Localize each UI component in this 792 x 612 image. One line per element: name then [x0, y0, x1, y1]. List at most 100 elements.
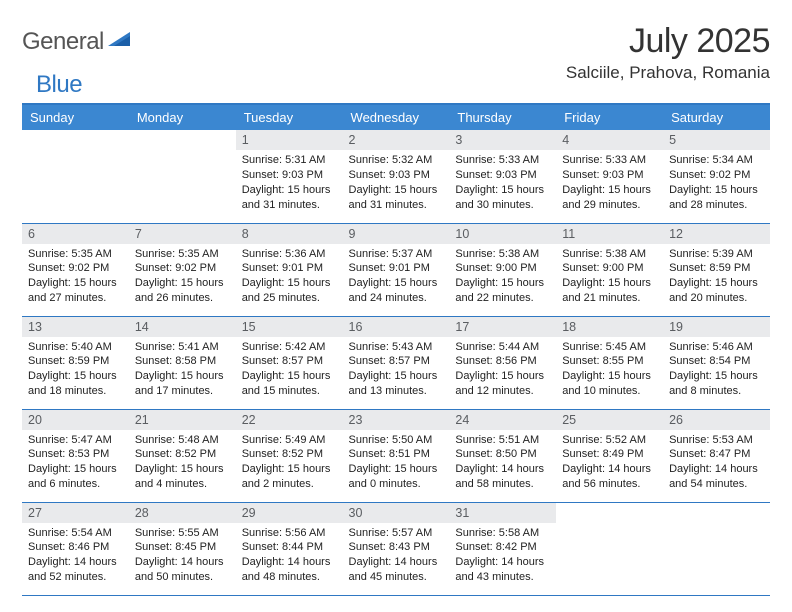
day-details: Sunrise: 5:54 AMSunset: 8:46 PMDaylight:… — [22, 523, 129, 589]
sunset-line: Sunset: 9:01 PM — [242, 261, 337, 276]
calendar-cell: 2Sunrise: 5:32 AMSunset: 9:03 PMDaylight… — [343, 130, 450, 223]
day-details: Sunrise: 5:35 AMSunset: 9:02 PMDaylight:… — [129, 244, 236, 310]
day-details: Sunrise: 5:57 AMSunset: 8:43 PMDaylight:… — [343, 523, 450, 589]
daylight-line: Daylight: 15 hours and 8 minutes. — [669, 369, 764, 399]
daylight-line: Daylight: 15 hours and 21 minutes. — [562, 276, 657, 306]
day-number: 1 — [236, 130, 343, 150]
calendar-cell: 28Sunrise: 5:55 AMSunset: 8:45 PMDayligh… — [129, 502, 236, 595]
calendar-row: 6Sunrise: 5:35 AMSunset: 9:02 PMDaylight… — [22, 223, 770, 316]
day-details: Sunrise: 5:46 AMSunset: 8:54 PMDaylight:… — [663, 337, 770, 403]
calendar-cell: 22Sunrise: 5:49 AMSunset: 8:52 PMDayligh… — [236, 409, 343, 502]
daylight-line: Daylight: 15 hours and 26 minutes. — [135, 276, 230, 306]
daylight-line: Daylight: 15 hours and 18 minutes. — [28, 369, 123, 399]
day-details: Sunrise: 5:42 AMSunset: 8:57 PMDaylight:… — [236, 337, 343, 403]
daylight-line: Daylight: 14 hours and 52 minutes. — [28, 555, 123, 585]
sunset-line: Sunset: 8:44 PM — [242, 540, 337, 555]
sunrise-line: Sunrise: 5:38 AM — [455, 247, 550, 262]
daylight-line: Daylight: 15 hours and 0 minutes. — [349, 462, 444, 492]
day-number: 12 — [663, 224, 770, 244]
calendar-cell: 23Sunrise: 5:50 AMSunset: 8:51 PMDayligh… — [343, 409, 450, 502]
calendar-table: Sunday Monday Tuesday Wednesday Thursday… — [22, 105, 770, 596]
weekday-header: Sunday — [22, 105, 129, 130]
day-details: Sunrise: 5:33 AMSunset: 9:03 PMDaylight:… — [556, 150, 663, 216]
daylight-line: Daylight: 14 hours and 58 minutes. — [455, 462, 550, 492]
sunset-line: Sunset: 8:55 PM — [562, 354, 657, 369]
day-number: 20 — [22, 410, 129, 430]
day-number: 2 — [343, 130, 450, 150]
day-details: Sunrise: 5:40 AMSunset: 8:59 PMDaylight:… — [22, 337, 129, 403]
day-details: Sunrise: 5:37 AMSunset: 9:01 PMDaylight:… — [343, 244, 450, 310]
daylight-line: Daylight: 15 hours and 28 minutes. — [669, 183, 764, 213]
day-number: 6 — [22, 224, 129, 244]
location-text: Salciile, Prahova, Romania — [566, 63, 770, 83]
calendar-cell: 29Sunrise: 5:56 AMSunset: 8:44 PMDayligh… — [236, 502, 343, 595]
logo-text-blue: Blue — [36, 71, 82, 99]
calendar-cell: 31Sunrise: 5:58 AMSunset: 8:42 PMDayligh… — [449, 502, 556, 595]
weekday-header: Friday — [556, 105, 663, 130]
calendar-cell: 17Sunrise: 5:44 AMSunset: 8:56 PMDayligh… — [449, 316, 556, 409]
day-details: Sunrise: 5:49 AMSunset: 8:52 PMDaylight:… — [236, 430, 343, 496]
day-details: Sunrise: 5:36 AMSunset: 9:01 PMDaylight:… — [236, 244, 343, 310]
day-number: 21 — [129, 410, 236, 430]
sunrise-line: Sunrise: 5:31 AM — [242, 153, 337, 168]
sunrise-line: Sunrise: 5:39 AM — [669, 247, 764, 262]
weekday-header: Tuesday — [236, 105, 343, 130]
day-details: Sunrise: 5:58 AMSunset: 8:42 PMDaylight:… — [449, 523, 556, 589]
calendar-cell: 21Sunrise: 5:48 AMSunset: 8:52 PMDayligh… — [129, 409, 236, 502]
sunset-line: Sunset: 8:52 PM — [135, 447, 230, 462]
sunrise-line: Sunrise: 5:45 AM — [562, 340, 657, 355]
sunrise-line: Sunrise: 5:56 AM — [242, 526, 337, 541]
day-number: 11 — [556, 224, 663, 244]
sunrise-line: Sunrise: 5:35 AM — [135, 247, 230, 262]
sunrise-line: Sunrise: 5:47 AM — [28, 433, 123, 448]
sunset-line: Sunset: 8:47 PM — [669, 447, 764, 462]
calendar-cell: 1Sunrise: 5:31 AMSunset: 9:03 PMDaylight… — [236, 130, 343, 223]
day-number: 4 — [556, 130, 663, 150]
page-title: July 2025 — [566, 22, 770, 61]
calendar-cell: 13Sunrise: 5:40 AMSunset: 8:59 PMDayligh… — [22, 316, 129, 409]
sunset-line: Sunset: 8:58 PM — [135, 354, 230, 369]
day-details: Sunrise: 5:35 AMSunset: 9:02 PMDaylight:… — [22, 244, 129, 310]
calendar-cell — [663, 502, 770, 595]
day-number: 29 — [236, 503, 343, 523]
weekday-header: Saturday — [663, 105, 770, 130]
sunrise-line: Sunrise: 5:36 AM — [242, 247, 337, 262]
day-details: Sunrise: 5:51 AMSunset: 8:50 PMDaylight:… — [449, 430, 556, 496]
day-details: Sunrise: 5:41 AMSunset: 8:58 PMDaylight:… — [129, 337, 236, 403]
sunset-line: Sunset: 8:59 PM — [669, 261, 764, 276]
sunrise-line: Sunrise: 5:57 AM — [349, 526, 444, 541]
calendar-cell: 26Sunrise: 5:53 AMSunset: 8:47 PMDayligh… — [663, 409, 770, 502]
daylight-line: Daylight: 14 hours and 50 minutes. — [135, 555, 230, 585]
sunset-line: Sunset: 8:57 PM — [349, 354, 444, 369]
title-block: July 2025 Salciile, Prahova, Romania — [566, 22, 770, 83]
day-number: 19 — [663, 317, 770, 337]
daylight-line: Daylight: 14 hours and 43 minutes. — [455, 555, 550, 585]
sunset-line: Sunset: 8:53 PM — [28, 447, 123, 462]
day-number: 25 — [556, 410, 663, 430]
day-number: 16 — [343, 317, 450, 337]
calendar-cell: 5Sunrise: 5:34 AMSunset: 9:02 PMDaylight… — [663, 130, 770, 223]
day-number: 15 — [236, 317, 343, 337]
calendar-cell: 15Sunrise: 5:42 AMSunset: 8:57 PMDayligh… — [236, 316, 343, 409]
calendar-cell: 20Sunrise: 5:47 AMSunset: 8:53 PMDayligh… — [22, 409, 129, 502]
sunset-line: Sunset: 8:52 PM — [242, 447, 337, 462]
calendar-cell: 3Sunrise: 5:33 AMSunset: 9:03 PMDaylight… — [449, 130, 556, 223]
day-details: Sunrise: 5:50 AMSunset: 8:51 PMDaylight:… — [343, 430, 450, 496]
calendar-cell — [129, 130, 236, 223]
sunset-line: Sunset: 9:02 PM — [28, 261, 123, 276]
day-number: 9 — [343, 224, 450, 244]
logo-text-general: General — [22, 28, 104, 56]
daylight-line: Daylight: 15 hours and 22 minutes. — [455, 276, 550, 306]
daylight-line: Daylight: 14 hours and 45 minutes. — [349, 555, 444, 585]
calendar-row: 1Sunrise: 5:31 AMSunset: 9:03 PMDaylight… — [22, 130, 770, 223]
day-number: 3 — [449, 130, 556, 150]
sunset-line: Sunset: 9:00 PM — [455, 261, 550, 276]
calendar-cell: 19Sunrise: 5:46 AMSunset: 8:54 PMDayligh… — [663, 316, 770, 409]
daylight-line: Daylight: 15 hours and 17 minutes. — [135, 369, 230, 399]
calendar-cell: 9Sunrise: 5:37 AMSunset: 9:01 PMDaylight… — [343, 223, 450, 316]
sunrise-line: Sunrise: 5:33 AM — [455, 153, 550, 168]
daylight-line: Daylight: 15 hours and 15 minutes. — [242, 369, 337, 399]
calendar-row: 13Sunrise: 5:40 AMSunset: 8:59 PMDayligh… — [22, 316, 770, 409]
weekday-header: Monday — [129, 105, 236, 130]
calendar-cell: 25Sunrise: 5:52 AMSunset: 8:49 PMDayligh… — [556, 409, 663, 502]
